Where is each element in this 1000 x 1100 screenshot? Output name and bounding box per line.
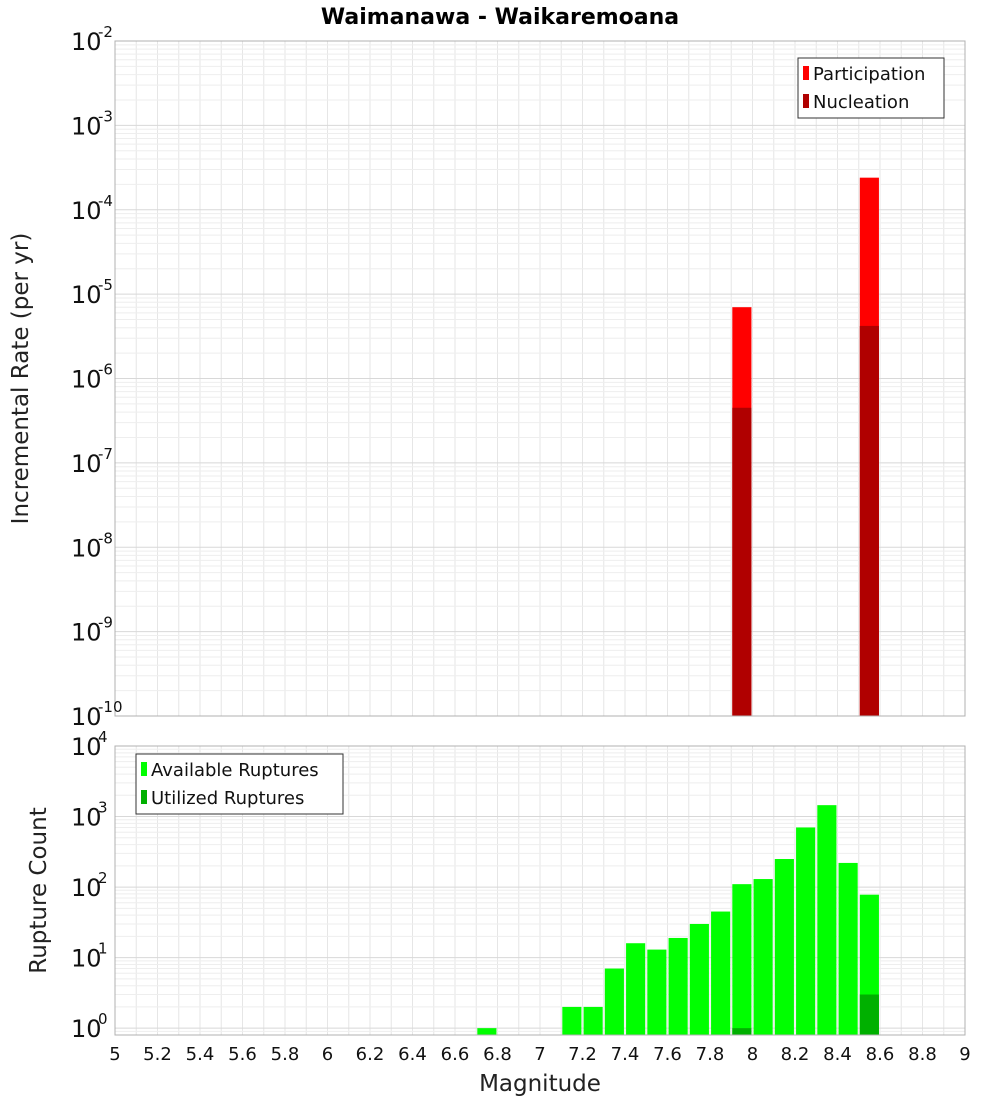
legend-label: Participation bbox=[813, 64, 925, 85]
bar-available-ruptures bbox=[562, 1006, 582, 1035]
y-tick-exponent: -3 bbox=[98, 107, 113, 125]
x-tick-label: 7.8 bbox=[696, 1044, 725, 1065]
y-axis-label: Incremental Rate (per yr) bbox=[8, 233, 34, 525]
bar-available-ruptures bbox=[604, 968, 624, 1035]
legend-swatch bbox=[141, 762, 147, 776]
y-tick-label: 10 bbox=[71, 112, 102, 140]
rate-panel: 10-1010-910-810-710-610-510-410-310-2Inc… bbox=[8, 23, 966, 731]
y-tick-exponent: -10 bbox=[98, 698, 123, 716]
x-tick-label: 6.2 bbox=[356, 1044, 385, 1065]
y-tick-label: 10 bbox=[71, 874, 102, 902]
y-tick-exponent: -6 bbox=[98, 361, 113, 379]
x-tick-label: 6.6 bbox=[441, 1044, 470, 1065]
x-tick-label: 6 bbox=[322, 1044, 333, 1065]
plot-frame bbox=[114, 40, 966, 717]
bar-available-ruptures bbox=[583, 1006, 603, 1035]
y-tick-label: 10 bbox=[71, 703, 102, 731]
x-tick-label: 7 bbox=[534, 1044, 545, 1065]
bar-available-ruptures bbox=[711, 911, 731, 1035]
bar-available-ruptures bbox=[668, 937, 688, 1035]
legend-label: Available Ruptures bbox=[151, 760, 319, 781]
bar-available-ruptures bbox=[774, 859, 794, 1035]
chart-title: Waimanawa - Waikaremoana bbox=[321, 5, 679, 30]
x-tick-label: 5.4 bbox=[186, 1044, 215, 1065]
x-tick-label: 6.4 bbox=[398, 1044, 427, 1065]
bar-available-ruptures bbox=[817, 805, 837, 1035]
y-tick-exponent: 3 bbox=[98, 799, 108, 817]
y-tick-exponent: -7 bbox=[98, 445, 113, 463]
y-tick-label: 10 bbox=[71, 197, 102, 225]
x-tick-label: 5 bbox=[109, 1044, 120, 1065]
y-tick-label: 10 bbox=[71, 366, 102, 394]
x-axis-label: Magnitude bbox=[479, 1071, 601, 1097]
y-tick-label: 10 bbox=[71, 281, 102, 309]
y-tick-exponent: 1 bbox=[98, 940, 108, 958]
x-tick-label: 5.2 bbox=[143, 1044, 172, 1065]
bar-nucleation bbox=[859, 325, 879, 716]
legend-box bbox=[797, 57, 945, 119]
x-tick-label: 8.6 bbox=[866, 1044, 895, 1065]
bar-available-ruptures bbox=[753, 879, 773, 1035]
y-tick-label: 10 bbox=[71, 804, 102, 832]
y-tick-exponent: 2 bbox=[98, 869, 108, 887]
y-tick-label: 10 bbox=[71, 450, 102, 478]
legend-swatch bbox=[803, 94, 809, 108]
bar-available-ruptures bbox=[732, 884, 752, 1035]
x-tick-label: 7.4 bbox=[611, 1044, 640, 1065]
x-tick-label: 7.2 bbox=[568, 1044, 597, 1065]
bar-available-ruptures bbox=[838, 862, 858, 1035]
y-tick-exponent: 0 bbox=[98, 1010, 108, 1028]
y-tick-exponent: -2 bbox=[98, 23, 113, 41]
x-tick-label: 8.2 bbox=[781, 1044, 810, 1065]
y-tick-label: 10 bbox=[71, 733, 102, 761]
legend-label: Nucleation bbox=[813, 92, 909, 113]
bar-available-ruptures bbox=[689, 923, 709, 1035]
y-tick-exponent: -5 bbox=[98, 276, 113, 294]
bar-utilized-ruptures bbox=[859, 994, 879, 1035]
legend-swatch bbox=[803, 66, 809, 80]
y-tick-exponent: 4 bbox=[98, 728, 108, 746]
bar-available-ruptures bbox=[796, 827, 816, 1035]
y-tick-exponent: -4 bbox=[98, 192, 113, 210]
x-tick-label: 8.4 bbox=[823, 1044, 852, 1065]
y-tick-label: 10 bbox=[71, 619, 102, 647]
x-tick-label: 9 bbox=[959, 1044, 970, 1065]
x-tick-label: 5.6 bbox=[228, 1044, 257, 1065]
plot-frame bbox=[114, 745, 966, 1036]
y-tick-label: 10 bbox=[71, 1015, 102, 1043]
y-tick-label: 10 bbox=[71, 534, 102, 562]
legend-box bbox=[135, 753, 344, 815]
y-tick-label: 10 bbox=[71, 28, 102, 56]
x-tick-label: 7.6 bbox=[653, 1044, 682, 1065]
bar-available-ruptures bbox=[647, 949, 667, 1035]
bar-available-ruptures bbox=[477, 1028, 497, 1035]
x-tick-label: 5.8 bbox=[271, 1044, 300, 1065]
x-tick-label: 8.8 bbox=[908, 1044, 937, 1065]
legend-label: Utilized Ruptures bbox=[151, 788, 304, 809]
bar-nucleation bbox=[732, 407, 752, 716]
x-tick-label: 6.8 bbox=[483, 1044, 512, 1065]
y-tick-label: 10 bbox=[71, 945, 102, 973]
y-tick-exponent: -8 bbox=[98, 529, 113, 547]
x-tick-label: 8 bbox=[747, 1044, 758, 1065]
legend-swatch bbox=[141, 790, 147, 804]
y-tick-exponent: -9 bbox=[98, 614, 113, 632]
bar-available-ruptures bbox=[626, 943, 646, 1035]
bar-utilized-ruptures bbox=[732, 1028, 752, 1035]
y-axis-label: Rupture Count bbox=[26, 807, 52, 973]
